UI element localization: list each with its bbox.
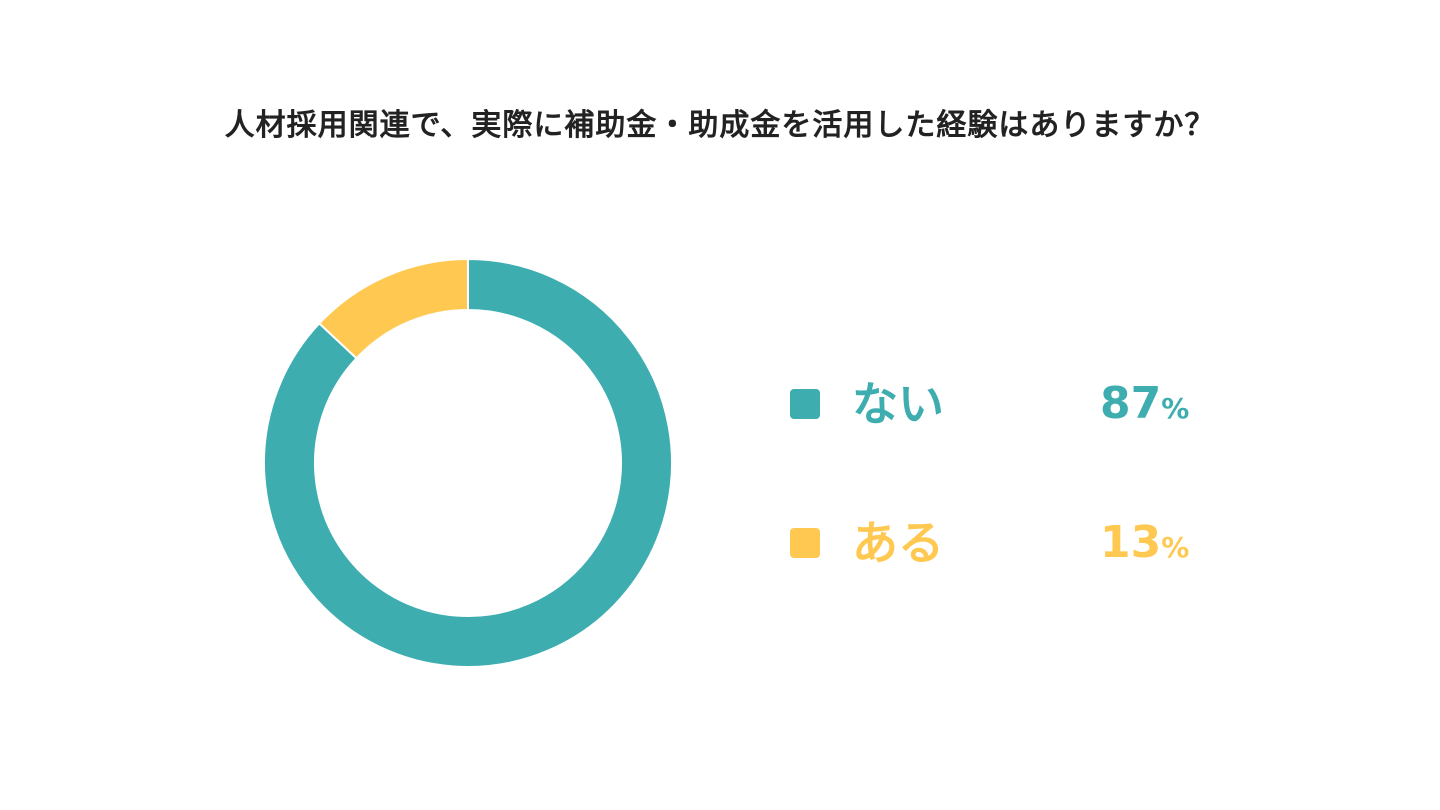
legend-swatch-nai [790,389,820,419]
legend-label-nai: ない [852,377,944,431]
legend-number-aru: 13 [1100,517,1162,568]
legend-item-aru: ある 13% [790,513,1210,573]
chart-title: 人材採用関連で、実際に補助金・助成金を活用した経験はありますか？ [224,108,1216,143]
legend-item-nai: ない 87% [790,374,1210,434]
legend-unit-nai: % [1161,392,1190,425]
legend-number-nai: 87 [1100,378,1162,429]
donut-slice-aru [317,257,469,360]
legend-value-nai: 87% [1100,374,1189,443]
legend-unit-aru: % [1161,531,1190,564]
legend-swatch-aru [790,528,820,558]
legend-label-aru: ある [852,516,944,570]
legend-value-aru: 13% [1100,513,1189,582]
donut-slice-nai [263,257,673,668]
